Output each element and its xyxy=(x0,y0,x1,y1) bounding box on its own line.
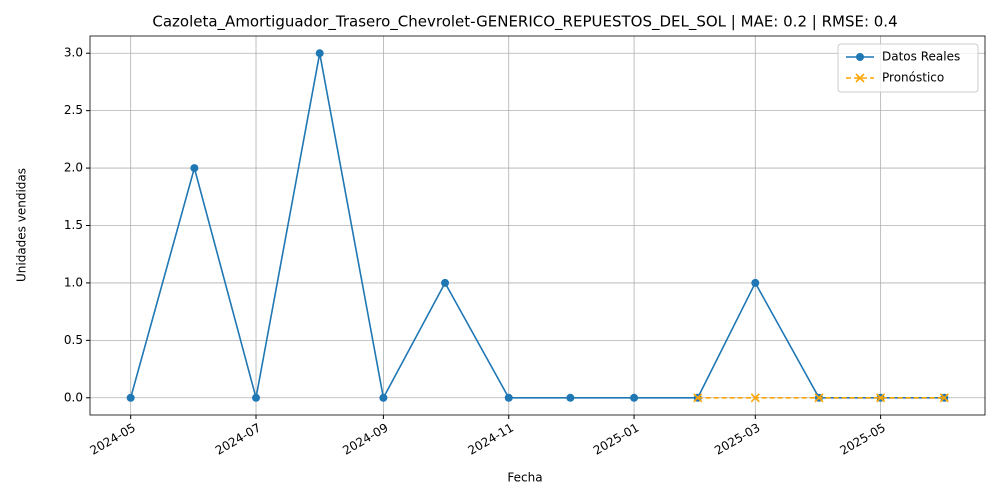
marker xyxy=(751,278,760,287)
y-tick-label: 3.0 xyxy=(64,46,83,60)
marker xyxy=(441,278,450,287)
y-tick-label: 2.5 xyxy=(64,103,83,117)
x-tick-label: 2024-09 xyxy=(340,421,390,458)
marker xyxy=(252,393,261,402)
x-tick-label: 2024-05 xyxy=(88,421,138,458)
marker xyxy=(876,393,886,403)
y-tick-label: 1.5 xyxy=(64,218,83,232)
y-tick-label: 0.5 xyxy=(64,333,83,347)
y-tick-label: 1.0 xyxy=(64,275,83,289)
x-tick-label: 2025-03 xyxy=(712,421,762,458)
x-tick-label: 2024-11 xyxy=(466,421,516,458)
y-tick-label: 2.0 xyxy=(64,161,83,175)
y-tick-label: 0.0 xyxy=(64,390,83,404)
marker xyxy=(693,393,703,403)
y-axis-label: Unidades vendidas xyxy=(15,168,29,282)
marker xyxy=(190,164,199,173)
legend-box xyxy=(837,43,979,93)
marker xyxy=(630,393,639,402)
marker xyxy=(504,393,513,402)
marker xyxy=(939,393,949,403)
marker xyxy=(814,393,824,403)
marker xyxy=(315,49,324,58)
x-tick-label: 2024-07 xyxy=(213,421,263,458)
x-tick-label: 2025-05 xyxy=(837,421,887,458)
legend-marker xyxy=(856,53,864,61)
x-axis-label: Fecha xyxy=(507,471,542,485)
marker xyxy=(566,393,575,402)
legend-marker xyxy=(855,73,865,83)
marker xyxy=(379,393,388,402)
x-tick-label: 2025-01 xyxy=(591,421,641,458)
series-line xyxy=(129,53,945,401)
legend-label: Datos Reales xyxy=(882,50,960,64)
legend-label: Pronóstico xyxy=(882,71,944,85)
plot-frame xyxy=(89,35,986,416)
chart-title: Cazoleta_Amortiguador_Trasero_Chevrolet-… xyxy=(152,13,897,32)
marker xyxy=(750,393,760,403)
marker xyxy=(126,393,135,402)
